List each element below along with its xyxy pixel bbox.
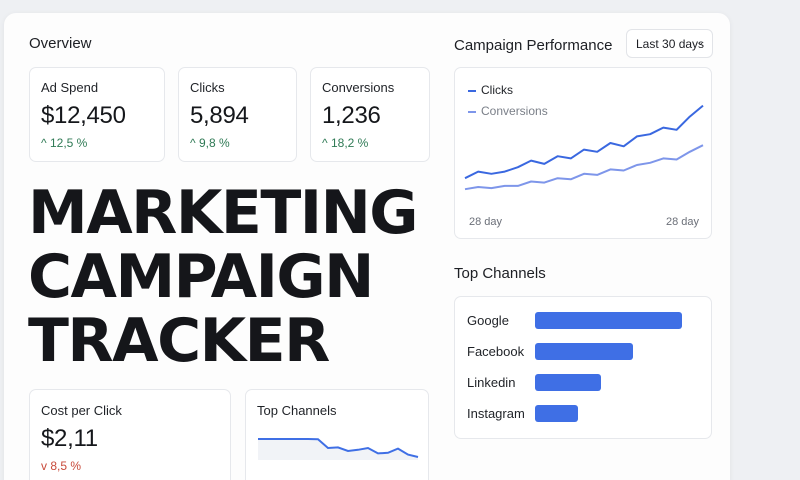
x-tick-end: 28 day: [665, 216, 699, 228]
mini-channels-card[interactable]: Top Channels: [245, 389, 429, 480]
stat-change-value: 12,5 %: [49, 136, 88, 150]
channel-bar-instagram[interactable]: [535, 405, 578, 422]
arrow-up-icon: ^: [41, 136, 47, 150]
stat-value: $12,450: [41, 102, 126, 129]
stat-change: v 8,5 %: [41, 459, 81, 473]
stat-change-value: 8,5 %: [50, 459, 82, 473]
channel-bar-facebook[interactable]: [535, 343, 634, 360]
stat-change: ^ 18,2 %: [322, 136, 368, 150]
date-range-label: Last 30 days: [636, 37, 705, 51]
channels-chart-card: Google Facebook Linkedin Instagram: [454, 296, 712, 439]
performance-line-chart: [464, 104, 704, 191]
channel-bar-google[interactable]: [535, 312, 682, 329]
legend-item-clicks[interactable]: Clicks: [468, 83, 513, 97]
stat-label: Ad Spend: [41, 80, 99, 95]
channel-label-google: Google: [467, 313, 509, 328]
legend-item-conversions[interactable]: Conversions: [468, 104, 548, 118]
stat-change: ^ 9,8 %: [190, 136, 230, 150]
performance-title: Campaign Performance: [454, 37, 613, 54]
x-tick-start: 28 day: [469, 216, 503, 228]
arrow-up-icon: ^: [190, 136, 196, 150]
stat-label: Conversions: [322, 80, 395, 95]
series-line-clicks: [464, 104, 704, 180]
channel-label-linkedin: Linkedin: [467, 375, 516, 390]
stat-label: Cost per Click: [41, 403, 122, 418]
sparkline-line: [258, 438, 419, 458]
stat-card-cost-per-click[interactable]: Cost per Click $2,11 v 8,5 %: [29, 389, 231, 480]
performance-chart-card: Clicks Conversions 28 day 28 day: [454, 67, 712, 239]
legend-label: Conversions: [481, 104, 548, 118]
hero-line: TRACKER: [28, 306, 330, 376]
legend-swatch: [468, 89, 476, 92]
stat-change-value: 18,2 %: [330, 136, 369, 150]
channels-title: Top Channels: [454, 265, 546, 282]
channel-label-instagram: Instagram: [467, 406, 525, 421]
arrow-up-icon: ^: [322, 136, 328, 150]
stat-card-conversions[interactable]: Conversions 1,236 ^ 18,2 %: [310, 67, 430, 162]
sparkline-area: [258, 439, 418, 460]
stat-value: 5,894: [190, 102, 249, 129]
stat-card-clicks[interactable]: Clicks 5,894 ^ 9,8 %: [178, 67, 297, 162]
mini-sparkline: [258, 438, 419, 460]
hero-line: MARKETING: [28, 178, 419, 248]
date-range-dropdown[interactable]: Last 30 days ⌄: [626, 29, 713, 58]
channel-label-facebook: Facebook: [467, 344, 525, 359]
hero-title: MARKETING CAMPAIGN TRACKER: [28, 178, 419, 376]
channel-bar-linkedin[interactable]: [535, 374, 602, 391]
mini-channels-title: Top Channels: [257, 403, 337, 418]
stat-change-value: 9,8 %: [198, 136, 230, 150]
overview-title: Overview: [29, 35, 92, 52]
legend-swatch: [468, 110, 476, 113]
series-line-conversions: [464, 144, 704, 191]
stat-label: Clicks: [190, 80, 225, 95]
legend-label: Clicks: [481, 83, 513, 97]
hero-line: CAMPAIGN: [28, 242, 374, 312]
chevron-down-icon: ⌄: [696, 37, 704, 47]
arrow-down-icon: v: [41, 459, 47, 473]
stat-change: ^ 12,5 %: [41, 136, 87, 150]
stat-value: $2,11: [41, 425, 98, 452]
stat-card-ad-spend[interactable]: Ad Spend $12,450 ^ 12,5 %: [29, 67, 165, 162]
stat-value: 1,236: [322, 102, 381, 129]
